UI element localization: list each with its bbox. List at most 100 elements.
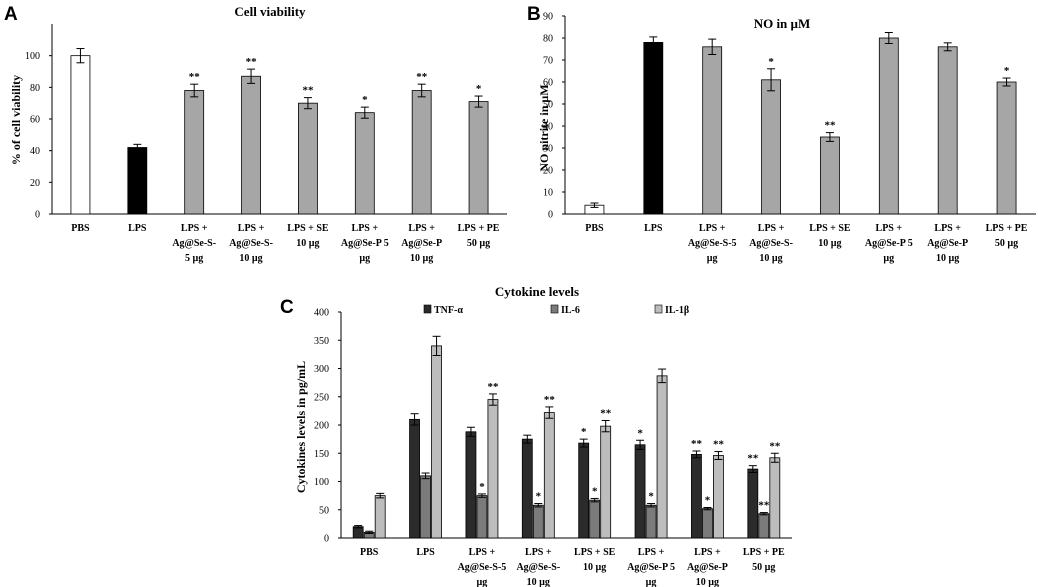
y-tick-label: 100 [25,51,40,62]
x-category-label-line: µg [646,577,657,587]
x-category-label: LPS + PE 50 µg [986,223,1028,249]
significance-label: * [362,94,368,106]
x-category-label-line: Ag@Se-S- [229,238,273,249]
x-category-label-line: PBS [360,547,379,558]
y-tick-label: 60 [30,115,40,126]
x-category-label: LPS + SE 10 µg [574,547,616,573]
x-category-label-line: LPS + [638,547,665,558]
bar [354,112,375,215]
x-category-label-line: LPS + SE [574,547,616,558]
x-category-label-line: LPS + SE [809,223,851,234]
x-category-label-line: Ag@Se-P [401,238,442,249]
significance-label: ** [246,56,258,68]
x-category-label-line: LPS + PE [986,223,1028,234]
y-tick-label: 80 [543,34,553,45]
y-tick-label: 0 [548,210,553,221]
bar [431,345,442,539]
x-category-label-line: Ag@Se-P [927,238,968,249]
x-category-label-line: LPS + [525,547,552,558]
significance-label: * [1004,65,1010,77]
y-tick-label: 40 [30,146,40,157]
significance-label: ** [747,453,759,465]
y-tick-label: 300 [314,364,329,375]
bar [420,475,431,539]
bar [127,147,148,215]
bar [543,412,555,539]
x-category-label-line: LPS + [238,223,265,234]
x-category-label: LPS + Ag@Se-P 10 µg [687,547,728,587]
significance-label: * [648,491,654,503]
y-tick-label: 400 [314,308,329,319]
x-category-label: LPS + SE 10 µg [809,223,851,249]
x-category-label: LPS [416,547,435,558]
significance-label: * [592,485,598,497]
bar [70,55,91,215]
panel-a: A Cell viability % of cell viability 0 20… [4,4,507,264]
x-category-label-line: 10 µg [239,253,262,264]
panel-b-plot: 0 10 20 30 40 50 60 70 80 90 PBS LPS LPS + Ag@Se-S-5 µ… [543,12,1036,264]
x-category-label-line: PBS [71,223,90,234]
x-category-label: LPS + Ag@Se-P 10 µg [401,223,442,264]
significance-label: ** [302,85,314,97]
significance-label: * [479,481,485,493]
y-tick-label: 90 [543,12,553,23]
x-category-label-line: Ag@Se-P 5 [865,238,913,249]
x-category-label-line: LPS + [699,223,726,234]
bar [352,526,364,539]
significance-label: * [705,494,711,506]
panel-c: C Cytokine levels Cytokines levels in pg… [280,284,792,587]
x-category-label-line: Ag@Se-S- [749,238,793,249]
significance-label: ** [544,394,556,406]
bar [656,375,668,539]
bar [769,457,781,539]
y-tick-label: 70 [543,56,553,67]
bar [465,431,477,539]
bar [298,102,318,215]
bar [702,46,723,215]
bar [468,101,489,215]
x-category-label: LPS + Ag@Se-S- 10 µg [749,223,793,264]
x-category-label: LPS + Ag@Se-S-5 µg [458,547,507,587]
y-tick-label: 50 [543,100,553,111]
x-category-label-line: LPS + SE [287,223,329,234]
y-tick-label: 80 [30,83,40,94]
x-category-label-line: LPS [644,223,663,234]
bar [634,444,646,539]
x-category-label: LPS + PE 50 µg [458,223,500,249]
legend-label: IL-6 [561,305,580,316]
bar [758,513,770,539]
significance-label: * [637,427,643,439]
x-category-label-line: 10 µg [818,238,841,249]
x-category-label-line: µg [359,253,370,264]
legend-label: TNF-α [434,305,463,316]
y-tick-label: 60 [543,78,553,89]
bar [645,504,657,539]
bar [761,79,781,215]
panel-c-ylabel: Cytokines levels in pg/mL [294,361,308,493]
significance-label: ** [189,71,201,83]
bar [691,453,702,539]
bar [713,455,724,539]
x-category-label: LPS + Ag@Se-P 10 µg [927,223,968,264]
x-category-label: LPS [644,223,663,234]
bar [600,425,612,539]
y-tick-label: 200 [314,421,329,432]
y-tick-label: 0 [35,210,40,221]
panel-a-letter: A [4,4,18,25]
panel-c-title: Cytokine levels [495,284,579,299]
bar [937,46,958,215]
y-tick-label: 30 [543,144,553,155]
x-category-label: LPS [128,223,147,234]
x-category-label: LPS + PE 50 µg [743,547,785,573]
y-tick-label: 0 [324,534,329,545]
bar [532,504,544,539]
x-category-label-line: LPS + [181,223,208,234]
x-category-label-line: Ag@Se-S-5 [688,238,737,249]
legend-swatch [550,304,559,314]
significance-label: ** [691,438,703,450]
x-category-label-line: LPS + [934,223,961,234]
bar [241,75,261,215]
x-category-label: PBS [360,547,379,558]
bar [487,399,499,539]
